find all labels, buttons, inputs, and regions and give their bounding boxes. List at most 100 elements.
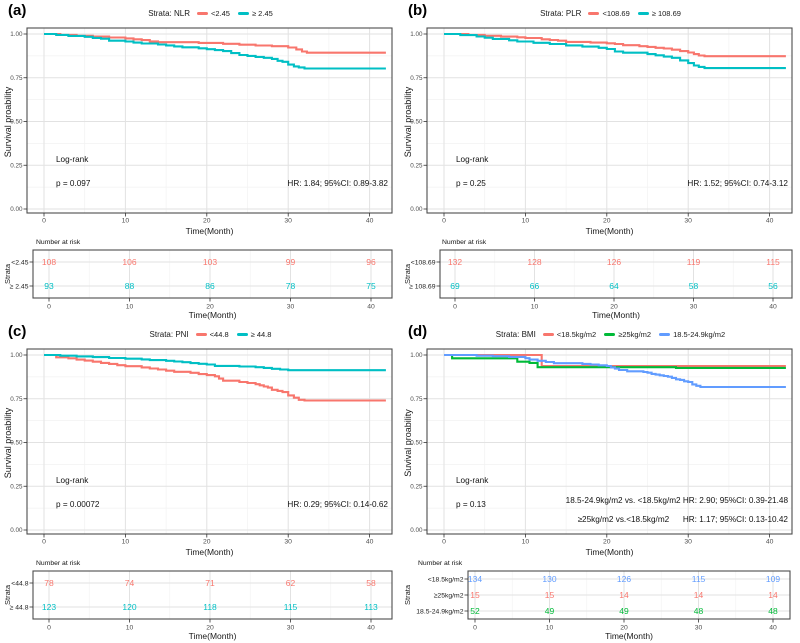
risk-value: 126 [617,574,631,584]
panel-d: (d) Strata: BMI <18.5kg/m2 ≥25kg/m2 18.5-2… [400,321,800,643]
p-value: p = 0.097 [56,179,91,188]
km-curve [44,353,386,372]
risk-value: 15 [545,590,555,600]
legend-item: ≥ 44.8 [236,330,271,339]
risk-value: 106 [122,257,136,267]
strata-title: Strata: PNI [149,330,189,339]
risk-value: 14 [619,590,629,600]
risk-row-label: <18.5kg/m2 [428,576,464,583]
panel-letter: (b) [408,2,428,19]
strata-title: Strata: BMI [495,330,536,339]
logrank-label: Log-rank [56,476,89,485]
risk-value: 14 [768,590,778,600]
risk-value: 49 [545,606,555,616]
risk-value: 88 [125,281,135,291]
strata-title-row: Strata: BMI <18.5kg/m2 ≥25kg/m2 18.5-24.9k… [427,330,794,339]
risk-value: 103 [203,257,217,267]
km-curve [444,353,786,389]
x-tick-label: 10 [522,539,530,546]
y-tick-label: 0.25 [410,162,423,169]
risk-table-header: Number at risk [36,239,81,246]
y-tick-label: 0.50 [410,440,423,447]
legend-color-chip [659,332,671,337]
km-plot-b: 0 10 20 30 40 1.00 0.75 0.50 0.25 0.00 <108.69 132 1… [409,27,793,320]
strata-title-row: Strata: NLR <2.45 ≥ 2.45 [27,9,394,18]
panel-a: (a) Strata: NLR <2.45 ≥ 2.45 Survival pro… [0,0,400,321]
hazard-ratio-text: HR: 1.84; 95%CI: 0.89-3.82 [287,179,388,188]
risk-value: 132 [448,257,462,267]
risk-value: 49 [619,606,629,616]
risk-value: 48 [768,606,778,616]
y-tick-label: 0.00 [10,527,23,534]
risk-x-tick-label: 40 [769,304,777,311]
risk-axis-title: Strata [403,585,412,606]
risk-value: 123 [42,602,56,612]
risk-value: 15 [470,590,480,600]
risk-x-tick-label: 30 [287,304,295,311]
panel-b: (b) Strata: PLR <108.69 ≥ 108.69 Survival… [400,0,800,321]
strata-title: Strata: NLR [148,9,190,18]
risk-x-tick-label: 30 [690,304,698,311]
risk-x-tick-label: 30 [695,625,703,632]
hr-line: HR: 1.84; 95%CI: 0.89-3.82 [287,179,388,188]
km-curve [44,32,386,70]
risk-x-axis-title: Time(Month) [592,310,640,320]
legend-color-chip [542,332,554,337]
km-curve [44,353,386,402]
x-tick-label: 40 [766,218,774,225]
risk-x-tick-label: 10 [126,304,134,311]
risk-table-border [32,249,393,299]
risk-value: 108 [42,257,56,267]
x-tick-label: 10 [122,218,130,225]
risk-x-tick-label: 20 [620,625,628,632]
risk-row-label: <2.45 [11,259,28,266]
y-tick-label: 0.50 [410,119,423,126]
risk-value: 58 [689,281,699,291]
x-tick-label: 40 [366,539,374,546]
km-plot-c: 0 10 20 30 40 1.00 0.75 0.50 0.25 0.00 <44.8 78 74 71… [10,348,393,641]
hazard-ratio-text: 18.5-24.9kg/m2 vs. <18.5kg/m2 HR: 2.90; … [566,492,788,529]
risk-table-header: Number at risk [418,560,463,567]
x-tick-label: 20 [603,539,611,546]
legend-color-chip [195,332,207,337]
risk-value: 115 [284,602,298,612]
legend: <108.69 ≥ 108.69 [588,9,681,18]
legend-color-chip [588,11,600,16]
y-tick-label: 0.25 [10,162,23,169]
risk-value: 64 [609,281,619,291]
risk-value: 109 [766,574,780,584]
legend: <44.8 ≥ 44.8 [195,330,271,339]
hr-line: 18.5-24.9kg/m2 vs. <18.5kg/m2 HR: 2.90; … [565,496,788,505]
risk-x-tick-label: 20 [610,304,618,311]
y-tick-label: 0.50 [10,119,23,126]
risk-value: 99 [286,257,296,267]
y-tick-label: 1.00 [410,352,423,359]
plot-border [426,348,793,535]
km-plot-d: 0 10 20 30 40 1.00 0.75 0.50 0.25 0.00 <18.5kg/m2 1… [410,348,793,641]
risk-value: 93 [44,281,54,291]
risk-value: 48 [694,606,704,616]
risk-table-header: Number at risk [442,239,487,246]
y-tick-label: 0.25 [10,483,23,490]
legend: <2.45 ≥ 2.45 [197,9,273,18]
x-tick-label: 0 [442,218,446,225]
y-tick-label: 0.75 [410,396,423,403]
plot-border [26,348,393,535]
risk-value: 69 [450,281,460,291]
plot-border [26,27,393,214]
risk-value: 126 [607,257,621,267]
legend-item: ≥ 2.45 [237,9,273,18]
risk-table-header: Number at risk [36,560,81,567]
risk-value: 113 [364,602,378,612]
risk-row-label: ≥ 108.69 [409,283,436,290]
x-tick-label: 30 [684,539,692,546]
x-tick-label: 20 [203,539,211,546]
panel-letter: (d) [408,323,428,340]
x-axis-title: Time(Month) [585,547,634,557]
risk-x-tick-label: 0 [473,625,477,632]
legend-label: ≥ 2.45 [251,9,273,18]
risk-value: 86 [205,281,215,291]
legend-item: ≥25kg/m2 [604,330,651,339]
risk-row-label: ≥25kg/m2 [434,592,464,599]
risk-row-label: 18.5-24.9kg/m2 [416,608,463,615]
